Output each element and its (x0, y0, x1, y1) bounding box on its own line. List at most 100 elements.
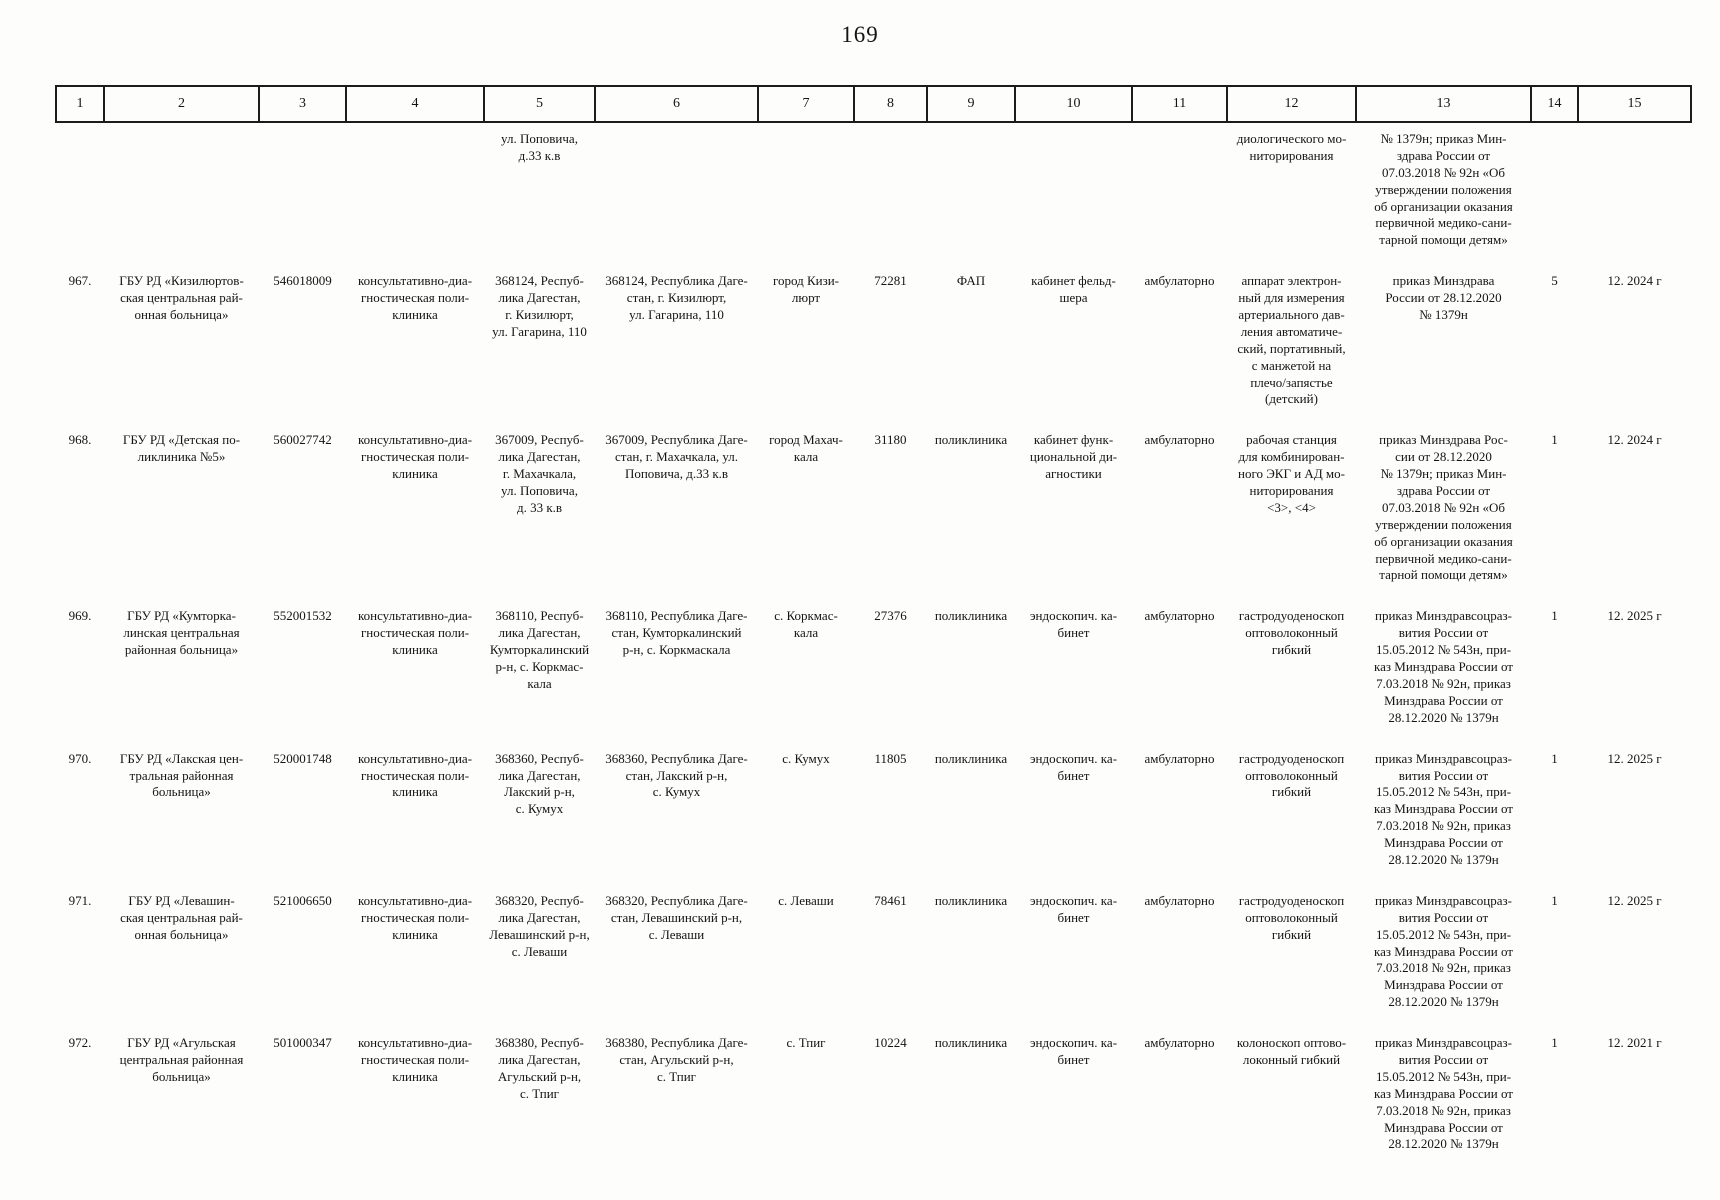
column-header: 15 (1577, 85, 1692, 123)
medical-equipment-registry-table: 1 2 3 4 5 6 7 8 9 10 11 12 13 14 15 (55, 85, 1692, 1171)
table-cell: 972. (68, 1035, 92, 1051)
table-cell: поликлиника (934, 1035, 1008, 1051)
column-header: 7 (757, 85, 855, 123)
table-cell: амбулаторно (1144, 892, 1215, 908)
table-cell: 368380, Респуб- лика Дагестан, Агульский… (495, 1035, 584, 1101)
column-header: 10 (1014, 85, 1133, 123)
page-number: 169 (841, 22, 879, 47)
table-cell: 12. 2024 г (1607, 273, 1662, 289)
table-cell (104, 122, 259, 267)
table-cell: 368360, Респуб- лика Дагестан, Лакский р… (495, 750, 584, 817)
table-cell: ГБУ РД «Кумторка- линская центральная ра… (123, 608, 240, 658)
table-cell: 560027742 (273, 432, 332, 448)
table-cell: приказ Минздравсоцраз- вития России от 1… (1374, 1035, 1513, 1152)
column-header: 6 (594, 85, 759, 123)
table-cell: амбулаторно (1144, 750, 1215, 766)
table-cell: 78461 (874, 892, 907, 908)
column-header: 12 (1226, 85, 1357, 123)
table-cell (854, 122, 927, 267)
table-cell: ГБУ РД «Кизилюртов- ская центральная рай… (119, 273, 244, 323)
table-cell: амбулаторно (1144, 273, 1215, 289)
table-row: 971. ГБУ РД «Левашин- ская центральная р… (56, 887, 1691, 1029)
table-cell (927, 122, 1015, 267)
column-header: 1 (55, 85, 105, 123)
table-cell: поликлиника (934, 750, 1008, 766)
table-cell: приказ Минздравсоцраз- вития России от 1… (1374, 608, 1513, 725)
table-cell: 501000347 (273, 1035, 332, 1051)
table-cell (56, 122, 104, 267)
table-cell: 368124, Республика Даге- стан, г. Кизилю… (605, 273, 748, 323)
table-cell: поликлиника (934, 608, 1008, 624)
table-row: 970. ГБУ РД «Лакская цен- тральная район… (56, 745, 1691, 887)
table-cell: консультативно-диа- гностическая поли- к… (357, 750, 473, 800)
table-cell: 520001748 (273, 750, 332, 766)
table-cell: 521006650 (273, 892, 332, 908)
table-cell: поликлиника (934, 892, 1008, 908)
table-cell: консультативно-диа- гностическая поли- к… (357, 892, 473, 942)
table-cell: 968. (68, 432, 92, 448)
table-cell: 969. (68, 608, 92, 624)
table-cell: приказ Минздравсоцраз- вития России от 1… (1374, 750, 1513, 867)
table-cell: 368360, Республика Даге- стан, Лакский р… (605, 750, 748, 800)
column-header: 2 (103, 85, 260, 123)
table-cell: кабинет функ- циональной ди- агностики (1029, 432, 1118, 482)
table-cell: амбулаторно (1144, 432, 1215, 448)
column-header: 14 (1530, 85, 1579, 123)
table-cell: консультативно-диа- гностическая поли- к… (357, 1035, 473, 1084)
table-cell: эндоскопич. ка- бинет (1029, 1035, 1118, 1067)
table-cell: 31180 (874, 432, 907, 448)
table-cell: 12. 2021 г (1607, 1035, 1662, 1051)
table-cell: ул. Поповича, д.33 к.в (501, 131, 578, 163)
table-cell: 970. (68, 750, 92, 766)
column-header: 5 (483, 85, 596, 123)
table-cell: эндоскопич. ка- бинет (1029, 750, 1118, 783)
column-header: 8 (853, 85, 928, 123)
table-cell: эндоскопич. ка- бинет (1029, 892, 1118, 925)
table-cell: с. Кумух (782, 750, 830, 766)
table-cell: 12. 2024 г (1607, 432, 1662, 448)
table-cell (1531, 122, 1578, 267)
table-cell: 1 (1551, 1035, 1558, 1051)
table-cell: амбулаторно (1144, 608, 1215, 624)
table-cell: 5 (1551, 273, 1558, 289)
table-cell (259, 122, 346, 267)
table-cell: 546018009 (273, 273, 332, 289)
table-cell: амбулаторно (1144, 1035, 1215, 1051)
table-cell: приказ Минздрава Рос- сии от 28.12.2020 … (1374, 432, 1513, 583)
table-row: 968. ГБУ РД «Детская по- ликлиника №5» 5… (56, 426, 1691, 602)
table-cell: с. Леваши (778, 892, 834, 908)
table-cell: 368110, Респуб- лика Дагестан, Кумторкал… (489, 608, 590, 691)
table-cell: приказ Минздрава России от 28.12.2020 № … (1385, 273, 1502, 323)
table-cell: приказ Минздравсоцраз- вития России от 1… (1374, 892, 1513, 1010)
table-row: 972. ГБУ РД «Агульская центральная район… (56, 1029, 1691, 1171)
column-header: 11 (1131, 85, 1228, 123)
table-cell: гастродуоденоскоп оптоволоконный гибкий (1238, 892, 1345, 942)
table-cell: эндоскопич. ка- бинет (1029, 608, 1118, 641)
table-cell: 1 (1551, 892, 1558, 908)
table-cell: 72281 (874, 273, 907, 289)
table-cell: 11805 (874, 750, 907, 766)
table-cell: диологического мо- ниторирования (1236, 131, 1347, 163)
table-cell: рабочая станция для комбинирован- ного Э… (1237, 432, 1345, 515)
table-cell: 12. 2025 г (1607, 750, 1662, 766)
table-cell: консультативно-диа- гностическая поли- к… (357, 608, 473, 658)
table-cell: 1 (1551, 750, 1558, 766)
table-cell: ГБУ РД «Агульская центральная районная б… (119, 1035, 244, 1084)
table-cell: консультативно-диа- гностическая поли- к… (357, 273, 473, 323)
table-cell: № 1379н; приказ Мин- здрава России от 07… (1374, 131, 1513, 248)
table-cell: гастродуоденоскоп оптоволоконный гибкий (1238, 608, 1345, 658)
table-cell: аппарат электрон- ный для измерения арте… (1237, 273, 1346, 407)
table-cell: кабинет фельд- шера (1031, 273, 1116, 306)
table-cell: с. Коркмас- кала (774, 608, 838, 641)
table-cell: 368124, Респуб- лика Дагестан, г. Кизилю… (492, 273, 587, 339)
table-row: 967. ГБУ РД «Кизилюртов- ская центральна… (56, 267, 1691, 426)
table-cell: 367009, Республика Даге- стан, г. Махачк… (605, 432, 748, 482)
table-cell (1015, 122, 1132, 267)
column-number-header-row: 1 2 3 4 5 6 7 8 9 10 11 12 13 14 15 (55, 85, 1692, 123)
table-cell: ФАП (956, 273, 986, 289)
table-row: 969. ГБУ РД «Кумторка- линская центральн… (56, 602, 1691, 744)
table-cell: 552001532 (273, 608, 332, 624)
table-cell: 971. (68, 892, 92, 908)
table-cell: 967. (68, 273, 92, 289)
